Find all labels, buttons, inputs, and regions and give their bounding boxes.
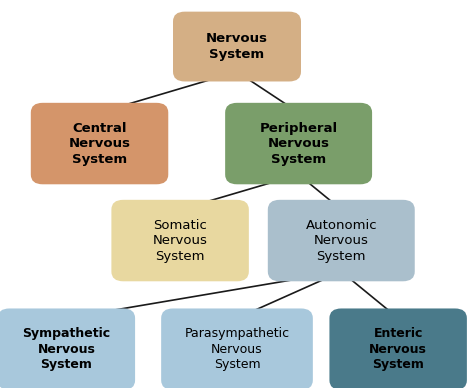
FancyBboxPatch shape	[268, 200, 415, 281]
Text: Peripheral
Nervous
System: Peripheral Nervous System	[260, 121, 337, 166]
FancyBboxPatch shape	[0, 308, 135, 388]
FancyBboxPatch shape	[225, 103, 372, 184]
Text: Enteric
Nervous
System: Enteric Nervous System	[369, 327, 427, 371]
Text: Sympathetic
Nervous
System: Sympathetic Nervous System	[22, 327, 110, 371]
Text: Autonomic
Nervous
System: Autonomic Nervous System	[305, 218, 377, 263]
Text: Somatic
Nervous
System: Somatic Nervous System	[153, 218, 208, 263]
FancyBboxPatch shape	[111, 200, 249, 281]
Text: Nervous
System: Nervous System	[206, 32, 268, 61]
Text: Parasympathetic
Nervous
System: Parasympathetic Nervous System	[184, 327, 290, 371]
FancyBboxPatch shape	[31, 103, 168, 184]
Text: Central
Nervous
System: Central Nervous System	[69, 121, 130, 166]
FancyBboxPatch shape	[173, 12, 301, 81]
FancyBboxPatch shape	[161, 308, 313, 388]
FancyBboxPatch shape	[329, 308, 467, 388]
